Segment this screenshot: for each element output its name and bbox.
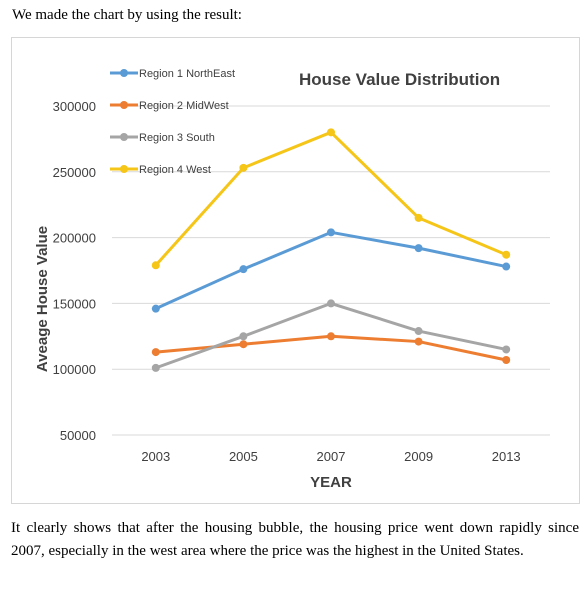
y-tick-label: 300000	[53, 99, 96, 114]
data-point	[239, 340, 248, 349]
legend-label: Region 1 NorthEast	[139, 68, 235, 80]
gridlines	[112, 105, 550, 436]
x-tick-label: 2007	[317, 449, 346, 464]
legend-item-1: Region 1 NorthEast	[110, 68, 235, 80]
legend-item-2: Region 2 MidWest	[110, 100, 229, 112]
x-tick-label: 2005	[229, 449, 258, 464]
series-line	[154, 130, 508, 267]
data-point	[327, 299, 335, 308]
data-point	[239, 163, 248, 172]
y-tick-label: 100000	[53, 362, 96, 377]
y-axis-label: Aveage House Value	[34, 226, 51, 372]
legend-marker	[120, 133, 128, 141]
data-point	[414, 337, 423, 346]
data-point	[327, 128, 335, 137]
chart-frame: 50000 100000 150000 200000 250000 300000 2003…	[11, 37, 580, 504]
data-point	[239, 332, 248, 341]
conclusion-text: It clearly shows that after the housing …	[11, 520, 579, 559]
y-tick-label: 150000	[53, 296, 96, 311]
data-point	[239, 265, 248, 274]
data-point	[414, 244, 423, 253]
y-axis-ticks: 50000 100000 150000 200000 250000 300000	[53, 99, 96, 443]
legend-marker	[120, 165, 128, 173]
x-tick-label: 2009	[404, 449, 433, 464]
series-4	[151, 128, 511, 270]
intro-text: We made the chart by using the result:	[12, 7, 242, 23]
data-point	[502, 355, 511, 364]
legend-marker	[120, 69, 128, 77]
series	[151, 128, 511, 372]
legend-marker	[120, 101, 128, 109]
data-point	[151, 363, 160, 372]
x-axis-ticks: 2003 2005 2007 2009 2013	[141, 449, 520, 464]
series-3	[151, 299, 511, 372]
series-2	[151, 332, 511, 364]
legend-item-3: Region 3 South	[110, 132, 215, 144]
legend-label: Region 3 South	[139, 132, 215, 144]
data-point	[151, 348, 160, 357]
data-point	[327, 228, 335, 237]
y-tick-label: 250000	[53, 165, 96, 180]
x-tick-label: 2013	[492, 449, 521, 464]
house-value-chart: 50000 100000 150000 200000 250000 300000 2003…	[34, 68, 550, 491]
chart-title: House Value Distribution	[299, 70, 500, 89]
data-point	[151, 304, 160, 313]
data-point	[414, 213, 423, 222]
y-tick-label: 50000	[60, 428, 96, 443]
legend-label: Region 2 MidWest	[139, 100, 229, 112]
legend-item-4: Region 4 West	[110, 164, 211, 176]
data-point	[502, 250, 511, 259]
x-tick-label: 2003	[141, 449, 170, 464]
legend: Region 1 NorthEast Region 2 MidWest Region…	[110, 68, 235, 176]
data-point	[151, 261, 160, 270]
series-line	[154, 230, 508, 311]
data-point	[502, 345, 511, 354]
legend-label: Region 4 West	[139, 164, 211, 176]
y-tick-label: 200000	[53, 231, 96, 246]
data-point	[327, 332, 335, 341]
data-point	[414, 327, 423, 336]
x-axis-label: YEAR	[310, 474, 352, 491]
data-point	[502, 262, 511, 271]
series-1	[151, 228, 511, 313]
